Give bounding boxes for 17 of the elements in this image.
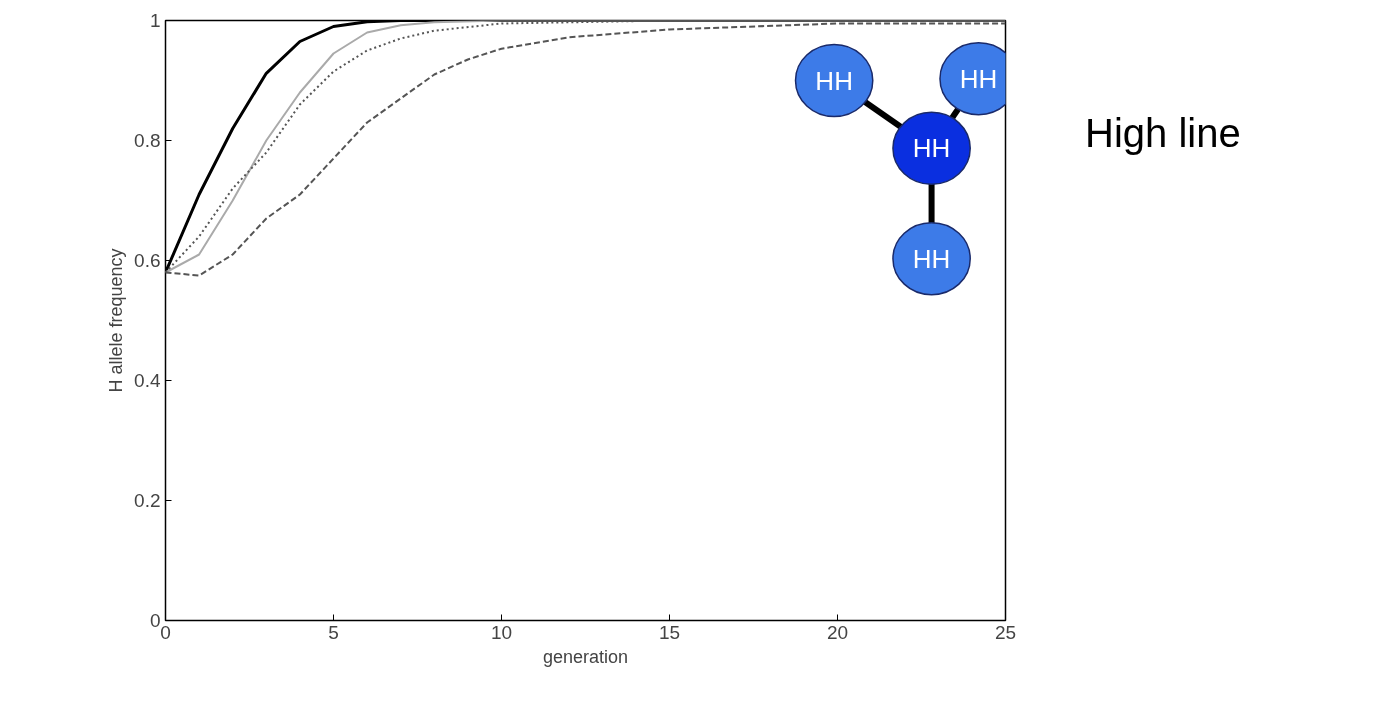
y-tick-label: 1 — [149, 10, 161, 31]
x-axis-title: generation — [542, 646, 629, 667]
annotation: HH — [815, 65, 853, 96]
annotation: HH — [959, 63, 998, 94]
x-tick-label: 10 — [490, 621, 513, 643]
annotation: HH — [912, 133, 951, 164]
y-tick-label: 0.6 — [134, 250, 161, 271]
x-tick-label: 15 — [658, 621, 681, 643]
y-tick-label: 0.8 — [134, 130, 161, 151]
y-tick-label: 0.2 — [134, 490, 161, 511]
x-tick-label: 25 — [994, 621, 1017, 643]
y-axis-title: H allele frequency — [106, 248, 127, 393]
y-tick-label: 0.4 — [134, 370, 161, 391]
x-tick-label: 20 — [826, 621, 849, 643]
x-tick-label: 5 — [328, 621, 339, 643]
text: High line — [1085, 110, 1241, 157]
annotation: HH — [912, 243, 951, 274]
